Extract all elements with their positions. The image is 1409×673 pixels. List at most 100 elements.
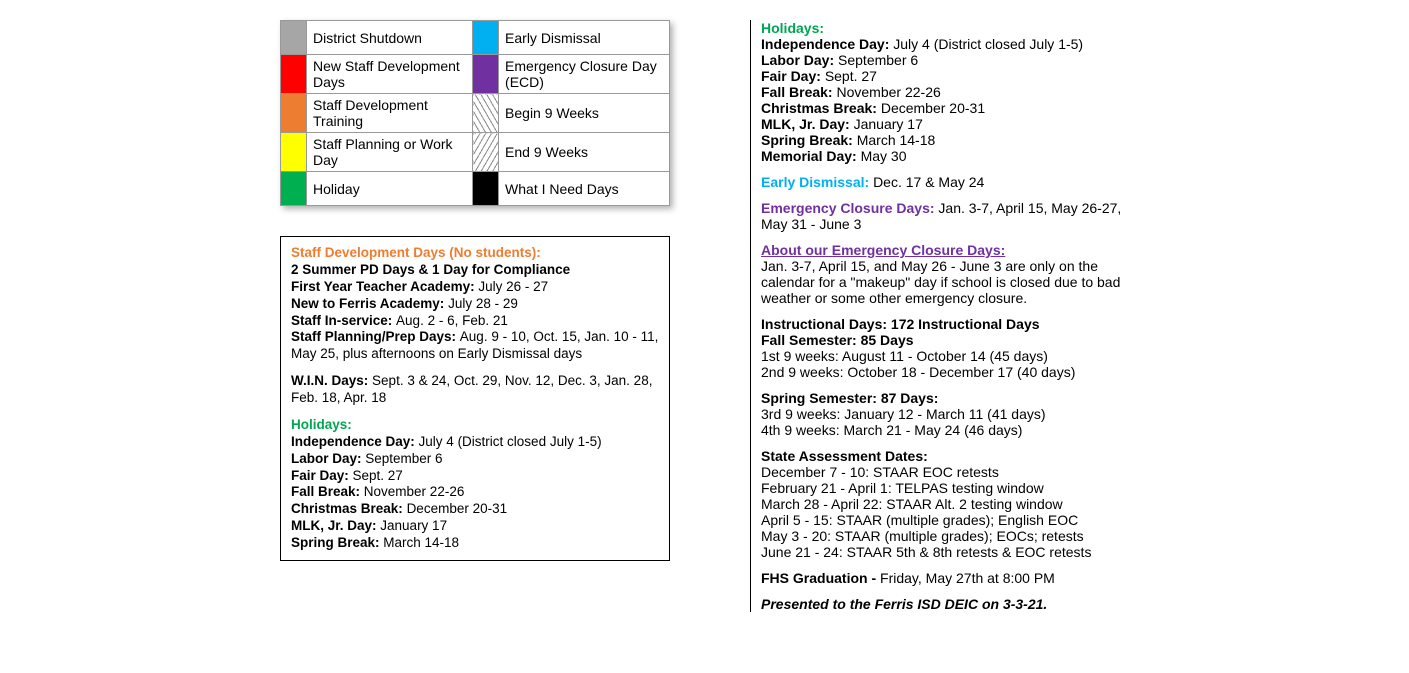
assessment-item: June 21 - 24: STAAR 5th & 8th retests & … (761, 544, 1140, 560)
info-item: Fair Day: Sept. 27 (291, 468, 659, 485)
assessment-item: March 28 - April 22: STAAR Alt. 2 testin… (761, 496, 1140, 512)
holidays-heading-right: Holidays: (761, 20, 1140, 36)
info-item-value: July 4 (District closed July 1-5) (893, 36, 1083, 52)
info-item-value: July 26 - 27 (478, 279, 548, 294)
info-item-label: Memorial Day: (761, 148, 861, 164)
early-dismissal: Early Dismissal: Dec. 17 & May 24 (761, 174, 1140, 190)
legend-label: District Shutdown (307, 21, 473, 55)
info-item: Christmas Break: December 20-31 (291, 501, 659, 518)
fall-semester: Fall Semester: 85 Days (761, 332, 1140, 348)
info-item: Staff In-service: Aug. 2 - 6, Feb. 21 (291, 313, 659, 330)
legend-label: New Staff Development Days (307, 55, 473, 94)
legend-swatch (281, 55, 307, 94)
info-item-value: September 6 (365, 451, 442, 466)
staff-dev-summer: 2 Summer PD Days & 1 Day for Compliance (291, 262, 659, 279)
footer-note: Presented to the Ferris ISD DEIC on 3-3-… (761, 596, 1140, 612)
graduation-value: Friday, May 27th at 8:00 PM (880, 570, 1055, 586)
legend-row: Staff Development Training Begin 9 Weeks (281, 94, 670, 133)
info-item-label: First Year Teacher Academy: (291, 279, 478, 294)
legend-table: District ShutdownEarly DismissalNew Staf… (280, 20, 670, 206)
legend-row: New Staff Development Days Emergency Clos… (281, 55, 670, 94)
info-item-value: November 22-26 (836, 84, 940, 100)
legend-row: Staff Planning or Work Day End 9 Weeks (281, 133, 670, 172)
left-column: District ShutdownEarly DismissalNew Staf… (280, 20, 670, 612)
legend-label: Staff Development Training (307, 94, 473, 133)
info-item-value: January 17 (854, 116, 923, 132)
info-item-label: Independence Day: (761, 36, 893, 52)
info-item-value: September 6 (838, 52, 918, 68)
info-item-value: Sept. 27 (825, 68, 877, 84)
info-item-label: Fair Day: (761, 68, 825, 84)
legend-row: HolidayWhat I Need Days (281, 172, 670, 206)
spring-q4: 4th 9 weeks: March 21 - May 24 (46 days) (761, 422, 1140, 438)
info-item-label: Fair Day: (291, 468, 353, 483)
legend-swatch (473, 21, 499, 55)
info-item-value: December 20-31 (407, 501, 508, 516)
left-info-box: Staff Development Days (No students): 2 … (280, 236, 670, 561)
info-item: Independence Day: July 4 (District close… (291, 434, 659, 451)
instructional-heading: Instructional Days: 172 Instructional Da… (761, 316, 1140, 332)
info-item: New to Ferris Academy: July 28 - 29 (291, 296, 659, 313)
assessment-item: April 5 - 15: STAAR (multiple grades); E… (761, 512, 1140, 528)
info-item: Spring Break: March 14-18 (291, 535, 659, 552)
info-item-label: MLK, Jr. Day: (761, 116, 854, 132)
assessment-item: February 21 - April 1: TELPAS testing wi… (761, 480, 1140, 496)
win-label: W.I.N. Days: (291, 373, 368, 388)
legend-swatch (473, 55, 499, 94)
legend-label: Emergency Closure Day (ECD) (499, 55, 670, 94)
ecd: Emergency Closure Days: Jan. 3-7, April … (761, 200, 1140, 232)
legend-label: End 9 Weeks (499, 133, 670, 172)
early-dismissal-heading: Early Dismissal: (761, 174, 869, 190)
fall-q1: 1st 9 weeks: August 11 - October 14 (45 … (761, 348, 1140, 364)
info-item-value: January 17 (380, 518, 447, 533)
page-container: District ShutdownEarly DismissalNew Staf… (20, 20, 1389, 612)
legend-label: Holiday (307, 172, 473, 206)
info-item-label: Labor Day: (761, 52, 838, 68)
info-item: Labor Day: September 6 (761, 52, 1140, 68)
legend-label: Staff Planning or Work Day (307, 133, 473, 172)
spring-q3: 3rd 9 weeks: January 12 - March 11 (41 d… (761, 406, 1140, 422)
staff-dev-heading: Staff Development Days (No students): (291, 245, 659, 262)
info-item: Staff Planning/Prep Days: Aug. 9 - 10, O… (291, 329, 659, 363)
legend-swatch (473, 94, 499, 133)
info-item-value: November 22-26 (364, 484, 465, 499)
legend-swatch (473, 133, 499, 172)
info-item: Christmas Break: December 20-31 (761, 100, 1140, 116)
info-item-label: Spring Break: (761, 132, 857, 148)
legend-swatch (281, 172, 307, 206)
spring-semester: Spring Semester: 87 Days: (761, 390, 1140, 406)
graduation-label: FHS Graduation - (761, 570, 876, 586)
info-item-value: March 14-18 (857, 132, 936, 148)
info-item: Fall Break: November 22-26 (761, 84, 1140, 100)
win-days: W.I.N. Days: Sept. 3 & 24, Oct. 29, Nov.… (291, 373, 659, 407)
info-item-label: Christmas Break: (291, 501, 407, 516)
info-item-label: New to Ferris Academy: (291, 296, 448, 311)
info-item-value: Aug. 2 - 6, Feb. 21 (396, 313, 508, 328)
info-item-value: July 4 (District closed July 1-5) (419, 434, 602, 449)
info-item-label: MLK, Jr. Day: (291, 518, 380, 533)
legend-swatch (281, 21, 307, 55)
info-item-label: Staff In-service: (291, 313, 396, 328)
info-item-value: May 30 (861, 148, 907, 164)
legend-row: District ShutdownEarly Dismissal (281, 21, 670, 55)
fall-q2: 2nd 9 weeks: October 18 - December 17 (4… (761, 364, 1140, 380)
legend-label: Begin 9 Weeks (499, 94, 670, 133)
right-column: Holidays: Independence Day: July 4 (Dist… (750, 20, 1140, 612)
holidays-heading-left: Holidays: (291, 417, 659, 434)
info-item: MLK, Jr. Day: January 17 (761, 116, 1140, 132)
info-item: Memorial Day: May 30 (761, 148, 1140, 164)
assessment-item: May 3 - 20: STAAR (multiple grades); EOC… (761, 528, 1140, 544)
info-item-label: Independence Day: (291, 434, 419, 449)
legend-swatch (281, 94, 307, 133)
info-item-value: December 20-31 (881, 100, 985, 116)
info-item-label: Fall Break: (291, 484, 364, 499)
assessments-heading: State Assessment Dates: (761, 448, 1140, 464)
info-item: MLK, Jr. Day: January 17 (291, 518, 659, 535)
info-item-value: March 14-18 (383, 535, 459, 550)
legend-swatch (473, 172, 499, 206)
info-item: Spring Break: March 14-18 (761, 132, 1140, 148)
legend-swatch (281, 133, 307, 172)
info-item-label: Labor Day: (291, 451, 365, 466)
info-item: Fair Day: Sept. 27 (761, 68, 1140, 84)
info-item-label: Staff Planning/Prep Days: (291, 329, 460, 344)
